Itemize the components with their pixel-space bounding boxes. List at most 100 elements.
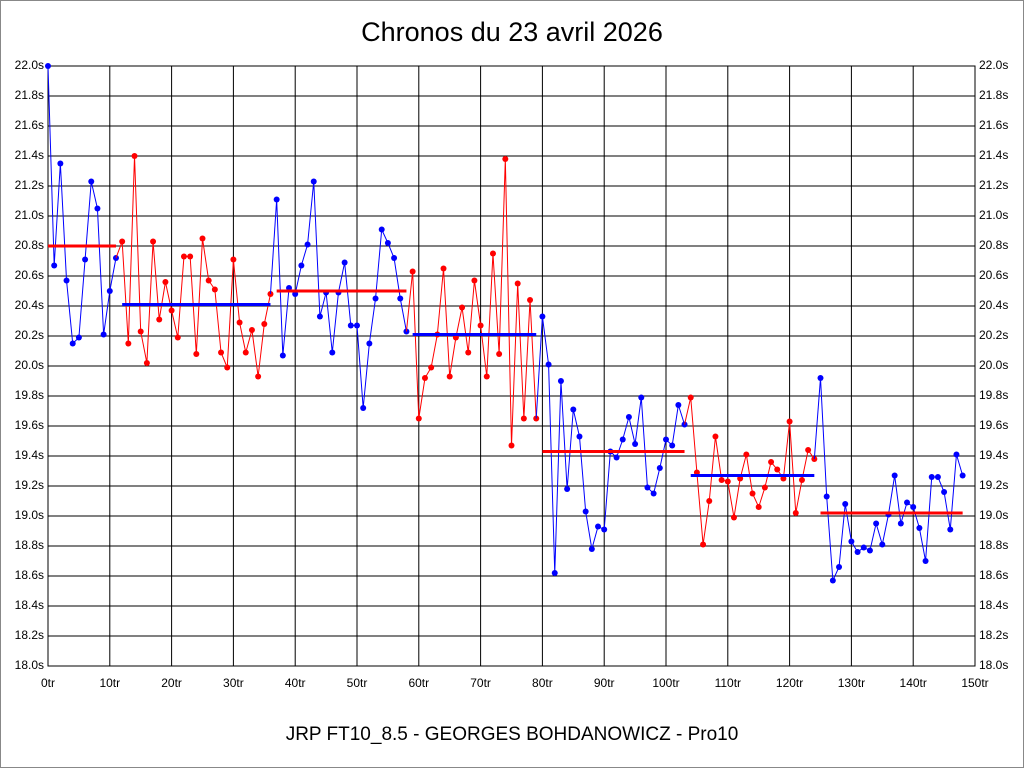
y-tick-label: 18.0s <box>15 658 44 672</box>
lap-point <box>539 313 546 320</box>
lap-point <box>397 295 404 302</box>
y-tick-label-right: 21.0s <box>979 208 1008 222</box>
y-tick-label-right: 21.8s <box>979 88 1008 102</box>
y-tick-label: 21.4s <box>15 148 44 162</box>
y-tick-label: 20.4s <box>15 298 44 312</box>
lap-point <box>199 235 206 242</box>
lap-point <box>836 564 843 570</box>
y-tick-label: 18.4s <box>15 598 44 612</box>
lap-point <box>520 415 527 422</box>
lap-point <box>508 442 515 449</box>
x-axis-label: JRP FT10_8.5 - GEORGES BOHDANOWICZ - Pro… <box>286 724 739 745</box>
lap-point <box>372 295 379 302</box>
lap-point <box>230 256 237 263</box>
lap-point <box>644 484 651 491</box>
lap-point <box>391 255 398 261</box>
lap-point <box>261 321 268 327</box>
y-tick-label: 21.0s <box>15 208 44 222</box>
lap-point <box>180 253 187 260</box>
lap-point <box>174 334 181 341</box>
lap-point <box>551 570 558 576</box>
x-tick-label: 90tr <box>594 676 615 690</box>
lap-point <box>162 279 169 285</box>
lap-point <box>428 364 435 371</box>
y-tick-label-right: 19.4s <box>979 448 1008 462</box>
lap-point <box>465 349 472 356</box>
lap-point <box>941 489 948 495</box>
lap-point <box>347 322 354 329</box>
lap-point <box>866 547 873 554</box>
lap-point <box>663 436 669 443</box>
chart-title: Chronos du 23 avril 2026 <box>361 17 663 47</box>
lap-point <box>360 405 367 411</box>
lap-point <box>934 474 941 480</box>
lap-point <box>150 238 157 245</box>
lap-point <box>459 304 466 311</box>
y-tick-label: 19.6s <box>15 418 44 432</box>
lap-point <box>904 499 911 506</box>
lap-point <box>545 361 552 368</box>
x-tick-label: 20tr <box>161 676 182 690</box>
x-tick-label: 80tr <box>532 676 553 690</box>
y-tick-label-right: 20.0s <box>979 358 1008 372</box>
lap-point <box>576 433 583 440</box>
lap-point <box>910 504 917 510</box>
connector <box>684 397 692 425</box>
lap-line <box>47 65 117 345</box>
y-tick-label-right: 18.0s <box>979 658 1008 672</box>
y-tick-label: 19.8s <box>15 388 44 402</box>
lap-point <box>143 360 150 366</box>
lap-point <box>168 307 175 314</box>
lap-point <box>366 340 373 347</box>
lap-point <box>953 451 960 458</box>
lap-point <box>316 313 323 320</box>
lap-point <box>928 474 935 480</box>
lap-point <box>570 406 577 413</box>
lap-point <box>119 238 126 245</box>
y-tick-label-right: 20.6s <box>979 268 1008 282</box>
lap-point <box>378 226 385 233</box>
lap-point <box>100 331 107 338</box>
lap-point <box>193 351 200 357</box>
lap-point <box>329 349 336 356</box>
x-tick-label: 50tr <box>347 676 368 690</box>
y-tick-label: 20.2s <box>15 328 44 342</box>
lap-point <box>564 486 571 492</box>
x-tick-label: 100tr <box>652 676 679 690</box>
lap-point <box>632 441 639 447</box>
y-tick-label-right: 19.8s <box>979 388 1008 402</box>
lap-point <box>57 160 64 167</box>
lap-point <box>582 508 589 515</box>
lap-point <box>137 328 144 335</box>
x-tick-label: 40tr <box>285 676 306 690</box>
lap-point <box>823 493 830 500</box>
y-tick-label: 18.6s <box>15 568 44 582</box>
lap-point <box>255 373 262 380</box>
y-tick-label-right: 22.0s <box>979 58 1008 72</box>
lap-point <box>829 577 836 584</box>
lap-point <box>700 541 707 548</box>
y-tick-label: 21.2s <box>15 178 44 192</box>
lap-point <box>45 63 51 69</box>
lap-point <box>959 472 966 479</box>
x-tick-label: 60tr <box>408 676 429 690</box>
lap-point <box>687 394 694 401</box>
lap-point <box>730 514 737 521</box>
lap-point <box>211 286 218 293</box>
lap-line <box>541 316 686 574</box>
lap-point <box>298 262 305 269</box>
y-tick-label: 19.4s <box>15 448 44 462</box>
y-tick-label-right: 18.2s <box>979 628 1008 642</box>
lap-point <box>743 451 750 458</box>
y-tick-label: 22.0s <box>15 58 44 72</box>
lap-point <box>471 277 478 284</box>
lap-point <box>248 327 255 333</box>
y-tick-label: 18.2s <box>15 628 44 642</box>
lap-point <box>440 265 447 272</box>
y-tick-label: 21.8s <box>15 88 44 102</box>
lap-point <box>483 373 490 380</box>
y-tick-label-right: 18.8s <box>979 538 1008 552</box>
lap-point <box>496 351 503 357</box>
